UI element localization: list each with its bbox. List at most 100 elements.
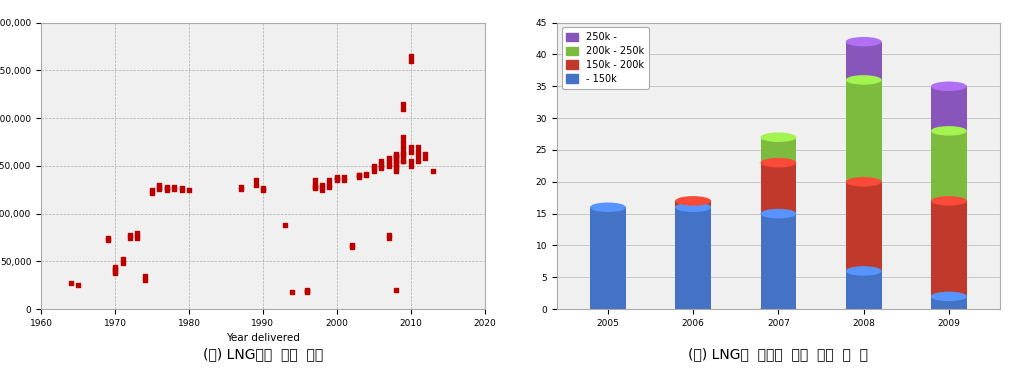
- Point: [380, 234, 397, 241]
- Point: [388, 161, 404, 167]
- Point: [395, 144, 411, 150]
- Bar: [845, 271, 882, 309]
- Point: [322, 177, 338, 183]
- Point: [351, 174, 367, 180]
- Point: [299, 289, 315, 295]
- Point: [402, 149, 419, 155]
- Point: [380, 163, 397, 169]
- Bar: [675, 201, 711, 207]
- Point: [277, 222, 294, 228]
- Point: [388, 153, 404, 159]
- Ellipse shape: [845, 75, 882, 85]
- Point: [159, 184, 175, 190]
- Point: [306, 185, 323, 191]
- Point: [255, 185, 271, 191]
- Point: [129, 230, 145, 236]
- Bar: [931, 296, 967, 309]
- Point: [388, 163, 404, 169]
- Ellipse shape: [590, 202, 626, 212]
- Bar: [845, 182, 882, 271]
- Bar: [931, 131, 967, 201]
- Point: [329, 174, 345, 180]
- Point: [388, 168, 404, 174]
- Point: [107, 268, 124, 274]
- Bar: [931, 86, 967, 131]
- Point: [313, 187, 330, 193]
- Point: [388, 158, 404, 164]
- Point: [395, 134, 411, 140]
- Point: [343, 242, 360, 248]
- Point: [380, 161, 397, 167]
- Point: [366, 168, 383, 174]
- Bar: [590, 207, 626, 309]
- Point: [322, 184, 338, 190]
- Point: [107, 264, 124, 270]
- Point: [410, 149, 427, 155]
- Bar: [845, 80, 882, 182]
- Point: [129, 234, 145, 241]
- Point: [358, 170, 374, 176]
- Point: [136, 277, 153, 284]
- Ellipse shape: [931, 292, 967, 301]
- Bar: [761, 214, 796, 309]
- Point: [166, 184, 182, 190]
- Point: [180, 187, 197, 193]
- Point: [366, 163, 383, 169]
- Bar: [761, 137, 796, 163]
- Point: [395, 101, 411, 107]
- Ellipse shape: [675, 304, 711, 314]
- Point: [144, 190, 161, 196]
- Text: (가) LNG선의  크기  변화: (가) LNG선의 크기 변화: [203, 347, 323, 362]
- Point: [255, 187, 271, 193]
- Bar: [931, 201, 967, 296]
- Ellipse shape: [845, 37, 882, 46]
- Ellipse shape: [845, 304, 882, 314]
- Point: [306, 184, 323, 190]
- Point: [107, 266, 124, 272]
- Point: [395, 158, 411, 164]
- Point: [159, 185, 175, 191]
- Point: [329, 177, 345, 183]
- Point: [114, 260, 131, 266]
- Point: [402, 144, 419, 150]
- Point: [166, 186, 182, 192]
- Point: [395, 149, 411, 155]
- Point: [351, 172, 367, 178]
- Point: [299, 288, 315, 294]
- Ellipse shape: [845, 177, 882, 187]
- Point: [313, 182, 330, 188]
- Point: [410, 144, 427, 150]
- Point: [351, 172, 367, 178]
- Point: [114, 256, 131, 262]
- Ellipse shape: [931, 126, 967, 136]
- Ellipse shape: [845, 266, 882, 276]
- Point: [380, 158, 397, 164]
- Point: [173, 187, 190, 193]
- Point: [388, 153, 404, 159]
- Point: [373, 165, 390, 171]
- Point: [388, 158, 404, 164]
- Point: [122, 231, 138, 238]
- Point: [388, 287, 404, 293]
- Point: [70, 282, 87, 288]
- Point: [366, 165, 383, 171]
- Point: [402, 53, 419, 59]
- Point: [159, 187, 175, 193]
- Point: [100, 238, 117, 244]
- Point: [395, 158, 411, 164]
- Point: [152, 184, 168, 190]
- X-axis label: Year delivered: Year delivered: [226, 333, 300, 343]
- Point: [299, 287, 315, 293]
- Point: [418, 155, 434, 161]
- Point: [402, 163, 419, 169]
- Point: [418, 152, 434, 158]
- Point: [388, 155, 404, 161]
- Point: [322, 182, 338, 188]
- Point: [285, 289, 301, 295]
- Point: [358, 172, 374, 178]
- Point: [402, 158, 419, 164]
- Ellipse shape: [931, 304, 967, 314]
- Ellipse shape: [675, 196, 711, 206]
- Point: [388, 152, 404, 158]
- Point: [233, 186, 250, 192]
